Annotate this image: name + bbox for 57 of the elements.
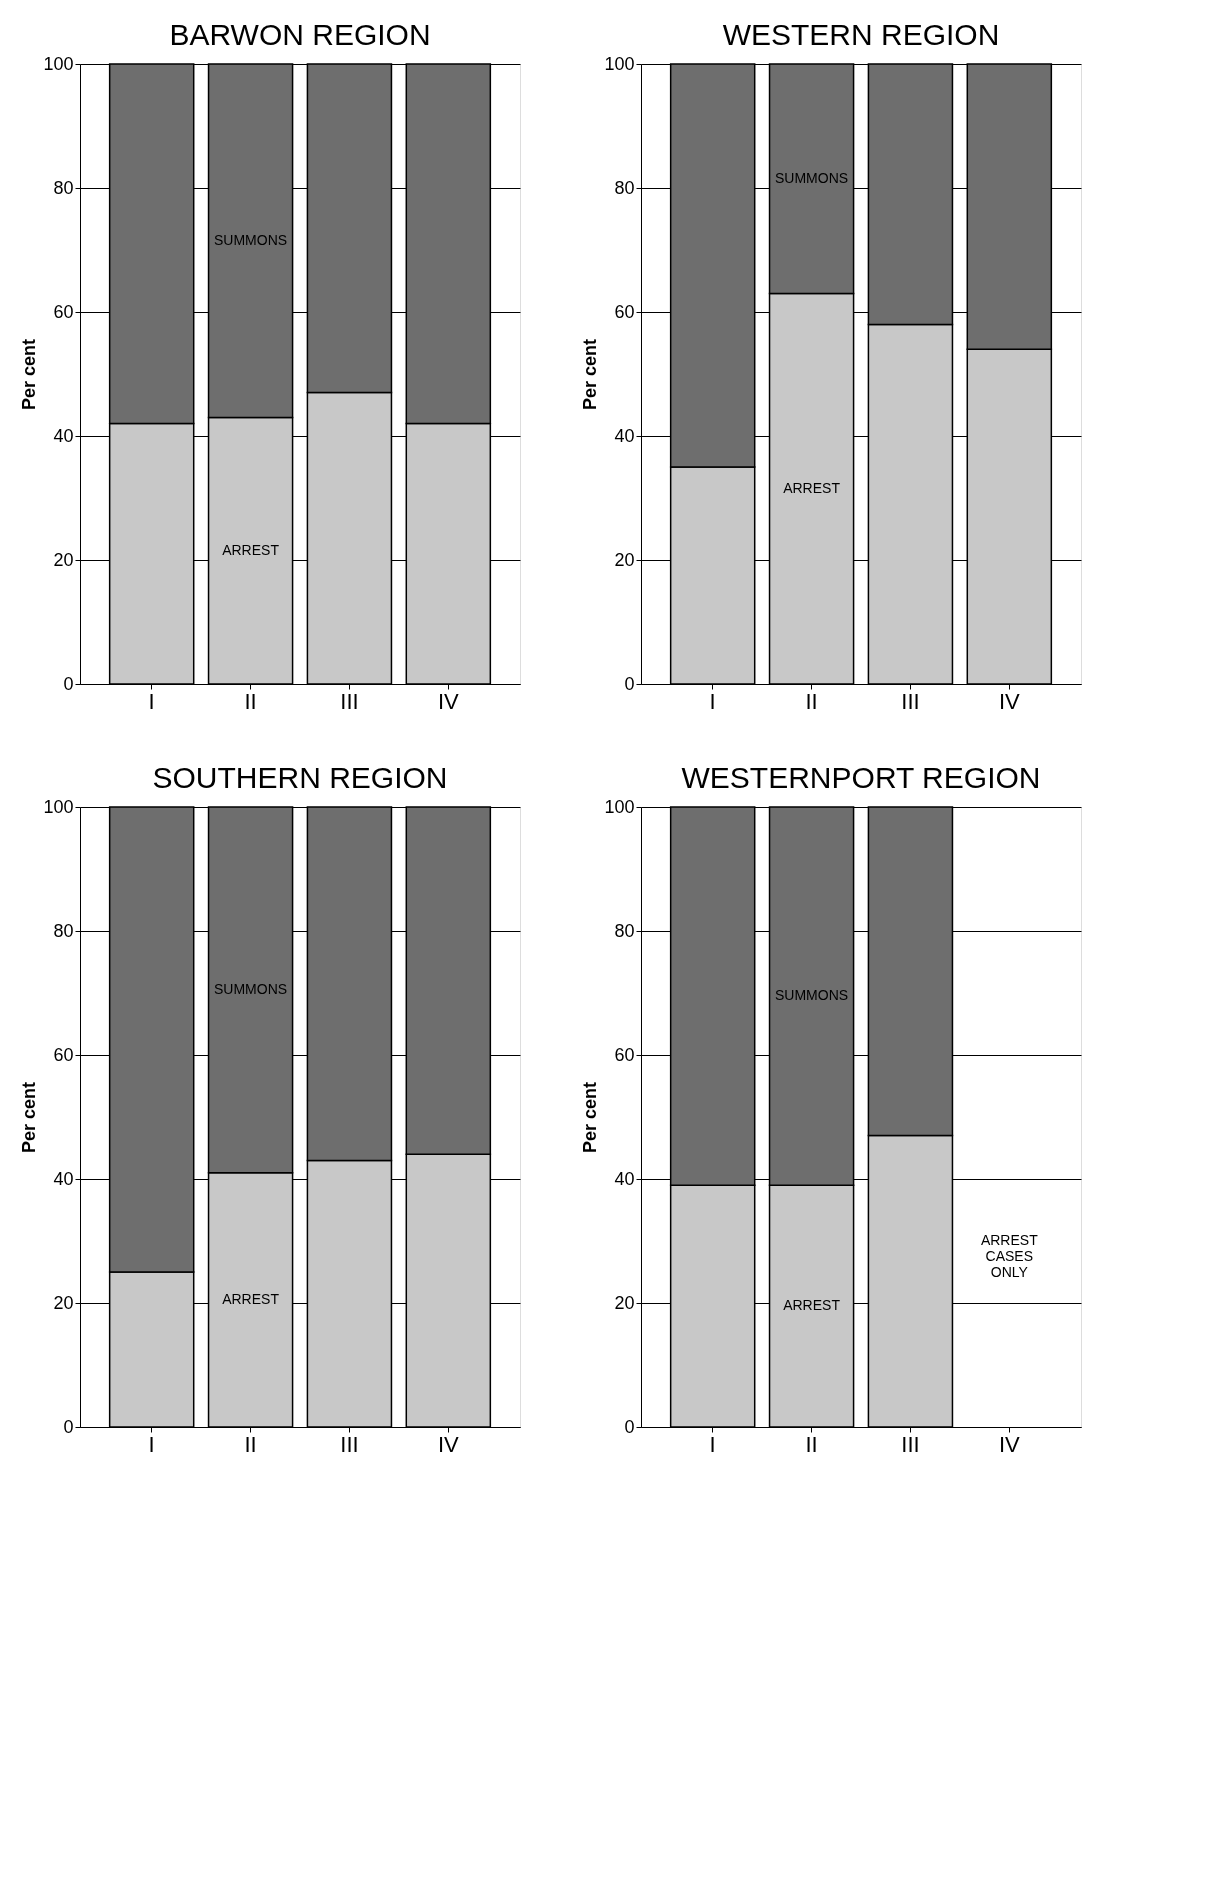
x-tick-label: IV (998, 1431, 1021, 1457)
x-tick-label: I (148, 688, 155, 714)
x-tick-label: IV (437, 688, 460, 714)
x-tick-label: III (340, 688, 359, 714)
y-tick-label: 100 (43, 53, 74, 74)
series-label: ARREST (222, 1290, 280, 1307)
x-tick-label: III (901, 1431, 920, 1457)
y-tick-label: 20 (614, 1292, 635, 1313)
x-tick-label: I (709, 1431, 716, 1457)
series-label: SUMMONS (214, 980, 288, 997)
x-tick-label: II (805, 688, 818, 714)
x-tick-label: II (244, 1431, 257, 1457)
x-tick-label: II (244, 688, 257, 714)
y-tick-label: 40 (53, 425, 74, 446)
y-tick-label: 40 (53, 1168, 74, 1189)
x-tick-label: I (148, 1431, 155, 1457)
series-label: SUMMONS (214, 231, 288, 248)
series-label: ARREST (783, 479, 841, 496)
y-tick-label: 100 (604, 796, 635, 817)
series-label: SUMMONS (775, 987, 849, 1004)
y-tick-label: 60 (614, 1044, 635, 1065)
chart-title: BARWON REGION (169, 18, 431, 51)
y-axis-title: Per cent (580, 1081, 601, 1154)
y-tick-label: 40 (614, 425, 635, 446)
y-tick-label: 20 (53, 549, 74, 570)
x-tick-label: III (340, 1431, 359, 1457)
x-tick-label: I (709, 688, 716, 714)
y-tick-label: 40 (614, 1168, 635, 1189)
y-tick-label: 0 (63, 673, 74, 694)
y-tick-label: 80 (614, 177, 635, 198)
y-tick-label: 80 (53, 920, 74, 941)
y-tick-label: 60 (53, 301, 74, 322)
y-tick-label: 80 (53, 177, 74, 198)
y-tick-label: 60 (53, 1044, 74, 1065)
y-axis-title: Per cent (19, 1081, 40, 1154)
y-tick-label: 60 (614, 301, 635, 322)
y-tick-label: 100 (604, 53, 635, 74)
x-tick-label: III (901, 688, 920, 714)
series-label: ARREST (222, 541, 280, 558)
x-tick-label: IV (998, 688, 1021, 714)
x-tick-label: II (805, 1431, 818, 1457)
chart-title: WESTERN REGION (722, 18, 1000, 51)
y-tick-label: 20 (53, 1292, 74, 1313)
y-axis-title: Per cent (19, 338, 40, 411)
y-tick-label: 0 (63, 1416, 74, 1437)
series-label: ARREST (783, 1297, 841, 1314)
y-tick-label: 20 (614, 549, 635, 570)
y-axis-title: Per cent (580, 338, 601, 411)
annotation: ARREST CASES ONLY (980, 1232, 1039, 1280)
y-tick-label: 100 (43, 796, 74, 817)
y-tick-label: 0 (624, 673, 635, 694)
chart-title: WESTERNPORT REGION (681, 761, 1041, 794)
y-tick-label: 0 (624, 1416, 635, 1437)
series-label: SUMMONS (775, 169, 849, 186)
y-tick-label: 80 (614, 920, 635, 941)
x-tick-label: IV (437, 1431, 460, 1457)
chart-title: SOUTHERN REGION (152, 761, 448, 794)
